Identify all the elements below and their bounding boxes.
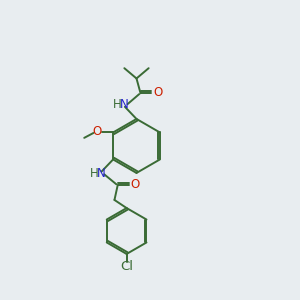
Text: N: N <box>120 98 129 111</box>
Text: H: H <box>90 167 99 180</box>
Text: H: H <box>113 98 122 111</box>
Text: Cl: Cl <box>120 260 133 273</box>
Text: O: O <box>154 86 163 99</box>
Text: N: N <box>97 167 105 180</box>
Text: O: O <box>130 178 140 191</box>
Text: O: O <box>92 125 101 138</box>
